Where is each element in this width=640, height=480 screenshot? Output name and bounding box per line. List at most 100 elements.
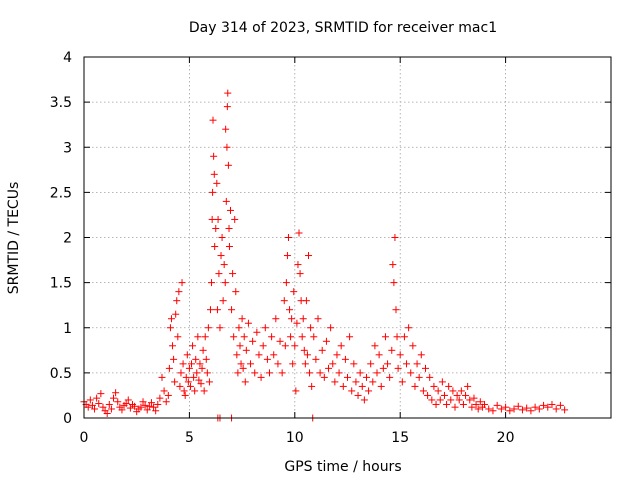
- data-point: [436, 396, 444, 404]
- data-point: [447, 396, 455, 404]
- data-point: [298, 333, 306, 341]
- chart-title: Day 314 of 2023, SRMTID for receiver mac…: [189, 20, 497, 36]
- data-point: [158, 373, 166, 381]
- data-point: [147, 399, 155, 407]
- data-point: [346, 333, 354, 341]
- x-tick-label: 0: [80, 430, 89, 446]
- data-point: [208, 279, 216, 287]
- data-point: [327, 324, 335, 332]
- data-point: [124, 396, 132, 404]
- data-point: [400, 333, 408, 341]
- data-point: [276, 337, 284, 345]
- data-point: [362, 373, 370, 381]
- data-point: [213, 306, 221, 314]
- data-point: [281, 342, 289, 350]
- data-point: [141, 401, 149, 409]
- data-point: [164, 391, 172, 399]
- data-point: [205, 378, 213, 386]
- data-point: [337, 342, 345, 350]
- data-point: [434, 387, 442, 395]
- data-point: [194, 333, 202, 341]
- data-point: [171, 378, 179, 386]
- data-point: [224, 89, 232, 97]
- data-point: [506, 407, 514, 415]
- data-point: [367, 360, 375, 368]
- data-point: [216, 324, 224, 332]
- data-point: [204, 324, 212, 332]
- data-point: [518, 406, 526, 414]
- data-point: [451, 403, 459, 411]
- grid: [84, 57, 611, 418]
- data-point: [393, 333, 401, 341]
- data-point: [189, 342, 197, 350]
- x-tick-label: 20: [497, 430, 515, 446]
- data-point: [398, 378, 406, 386]
- data-point: [283, 252, 291, 260]
- data-point: [318, 346, 326, 354]
- data-point: [227, 206, 235, 214]
- data-point: [552, 405, 560, 413]
- data-point: [373, 369, 381, 377]
- data-point: [172, 310, 180, 318]
- data-point: [217, 252, 225, 260]
- data-point: [213, 179, 221, 187]
- data-point: [240, 333, 248, 341]
- data-point: [192, 355, 200, 363]
- y-tick-label: 0.5: [50, 366, 72, 382]
- data-point: [310, 333, 318, 341]
- data-point: [95, 400, 103, 408]
- data-point: [137, 403, 145, 411]
- data-point: [291, 342, 299, 350]
- data-point: [175, 288, 183, 296]
- y-tick-label: 3: [63, 140, 72, 156]
- data-point: [278, 369, 286, 377]
- data-point: [468, 403, 476, 411]
- data-point: [223, 103, 231, 111]
- data-point: [223, 143, 231, 151]
- data-point: [358, 382, 366, 390]
- data-point: [307, 324, 315, 332]
- data-point: [295, 229, 303, 237]
- data-point: [97, 390, 105, 398]
- data-point: [292, 387, 300, 395]
- data-point: [294, 261, 302, 269]
- data-point: [388, 346, 396, 354]
- data-point: [180, 387, 188, 395]
- data-point: [203, 369, 211, 377]
- data-point: [548, 400, 556, 408]
- data-point: [356, 369, 364, 377]
- data-point: [174, 333, 182, 341]
- data-point: [156, 394, 164, 402]
- data-point: [476, 398, 484, 406]
- data-point: [244, 319, 252, 327]
- data-point: [251, 369, 259, 377]
- data-point: [300, 346, 308, 354]
- data-point: [502, 403, 510, 411]
- data-point: [221, 279, 229, 287]
- data-point: [198, 364, 206, 372]
- data-point: [162, 398, 170, 406]
- data-point: [354, 391, 362, 399]
- data-point: [544, 403, 552, 411]
- data-point: [464, 382, 472, 390]
- data-point: [183, 351, 191, 359]
- data-point: [91, 405, 99, 413]
- data-point: [210, 170, 218, 178]
- data-point: [202, 355, 210, 363]
- plot-frame: [83, 56, 612, 419]
- y-tick-label: 4: [63, 50, 72, 66]
- data-point: [224, 161, 232, 169]
- y-tick-label: 1: [63, 321, 72, 337]
- data-point: [179, 360, 187, 368]
- data-point: [344, 373, 351, 381]
- data-point: [457, 387, 465, 395]
- data-point: [139, 398, 147, 406]
- data-point: [286, 306, 294, 314]
- data-point: [170, 355, 178, 363]
- data-point: [514, 402, 522, 410]
- data-point: [288, 315, 296, 323]
- data-point: [210, 152, 218, 160]
- data-point: [333, 351, 341, 359]
- data-point: [220, 261, 228, 269]
- x-axis-label: GPS time / hours: [284, 459, 401, 475]
